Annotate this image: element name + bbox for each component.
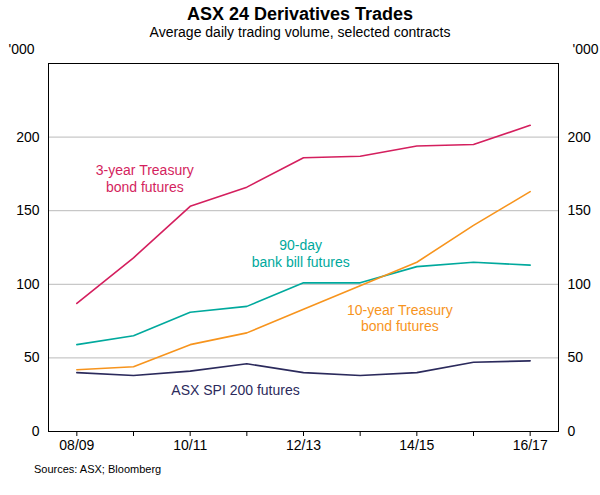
html-text:Average daily trading volume,: Average daily trading volume, selected c… bbox=[149, 24, 451, 40]
svg-text:10-year Treasurybond futures: 10-year Treasurybond futures bbox=[347, 302, 453, 334]
svg-text:14/15: 14/15 bbox=[399, 437, 434, 453]
svg-text:90-daybank bill futures: 90-daybank bill futures bbox=[252, 237, 350, 269]
svg-text:ASX SPI 200 futures: ASX SPI 200 futures bbox=[171, 382, 299, 398]
svg-text:100: 100 bbox=[16, 276, 40, 292]
svg-text:3-year Treasurybond futures: 3-year Treasurybond futures bbox=[96, 162, 194, 194]
svg-text:100: 100 bbox=[568, 276, 592, 292]
svg-text:150: 150 bbox=[568, 202, 592, 218]
svg-text:'000: '000 bbox=[572, 41, 598, 57]
svg-text:16/17: 16/17 bbox=[513, 437, 548, 453]
svg-text:200: 200 bbox=[16, 129, 40, 145]
svg-text:08/09: 08/09 bbox=[59, 437, 94, 453]
svg-text:0: 0 bbox=[32, 423, 40, 439]
svg-text:50: 50 bbox=[24, 349, 40, 365]
html-text:ASX 24 Derivatives Trades: ASX 24 Derivatives Trades bbox=[186, 4, 414, 24]
svg-text:'000: '000 bbox=[9, 41, 35, 57]
svg-text:10/11: 10/11 bbox=[173, 437, 207, 453]
html-text:Sources: ASX; Bloomberg: Sources: ASX; Bloomberg bbox=[34, 463, 162, 475]
svg-text:200: 200 bbox=[568, 129, 592, 145]
svg-text:50: 50 bbox=[568, 349, 584, 365]
svg-text:0: 0 bbox=[568, 423, 576, 439]
svg-text:150: 150 bbox=[16, 202, 40, 218]
svg-text:12/13: 12/13 bbox=[286, 437, 321, 453]
